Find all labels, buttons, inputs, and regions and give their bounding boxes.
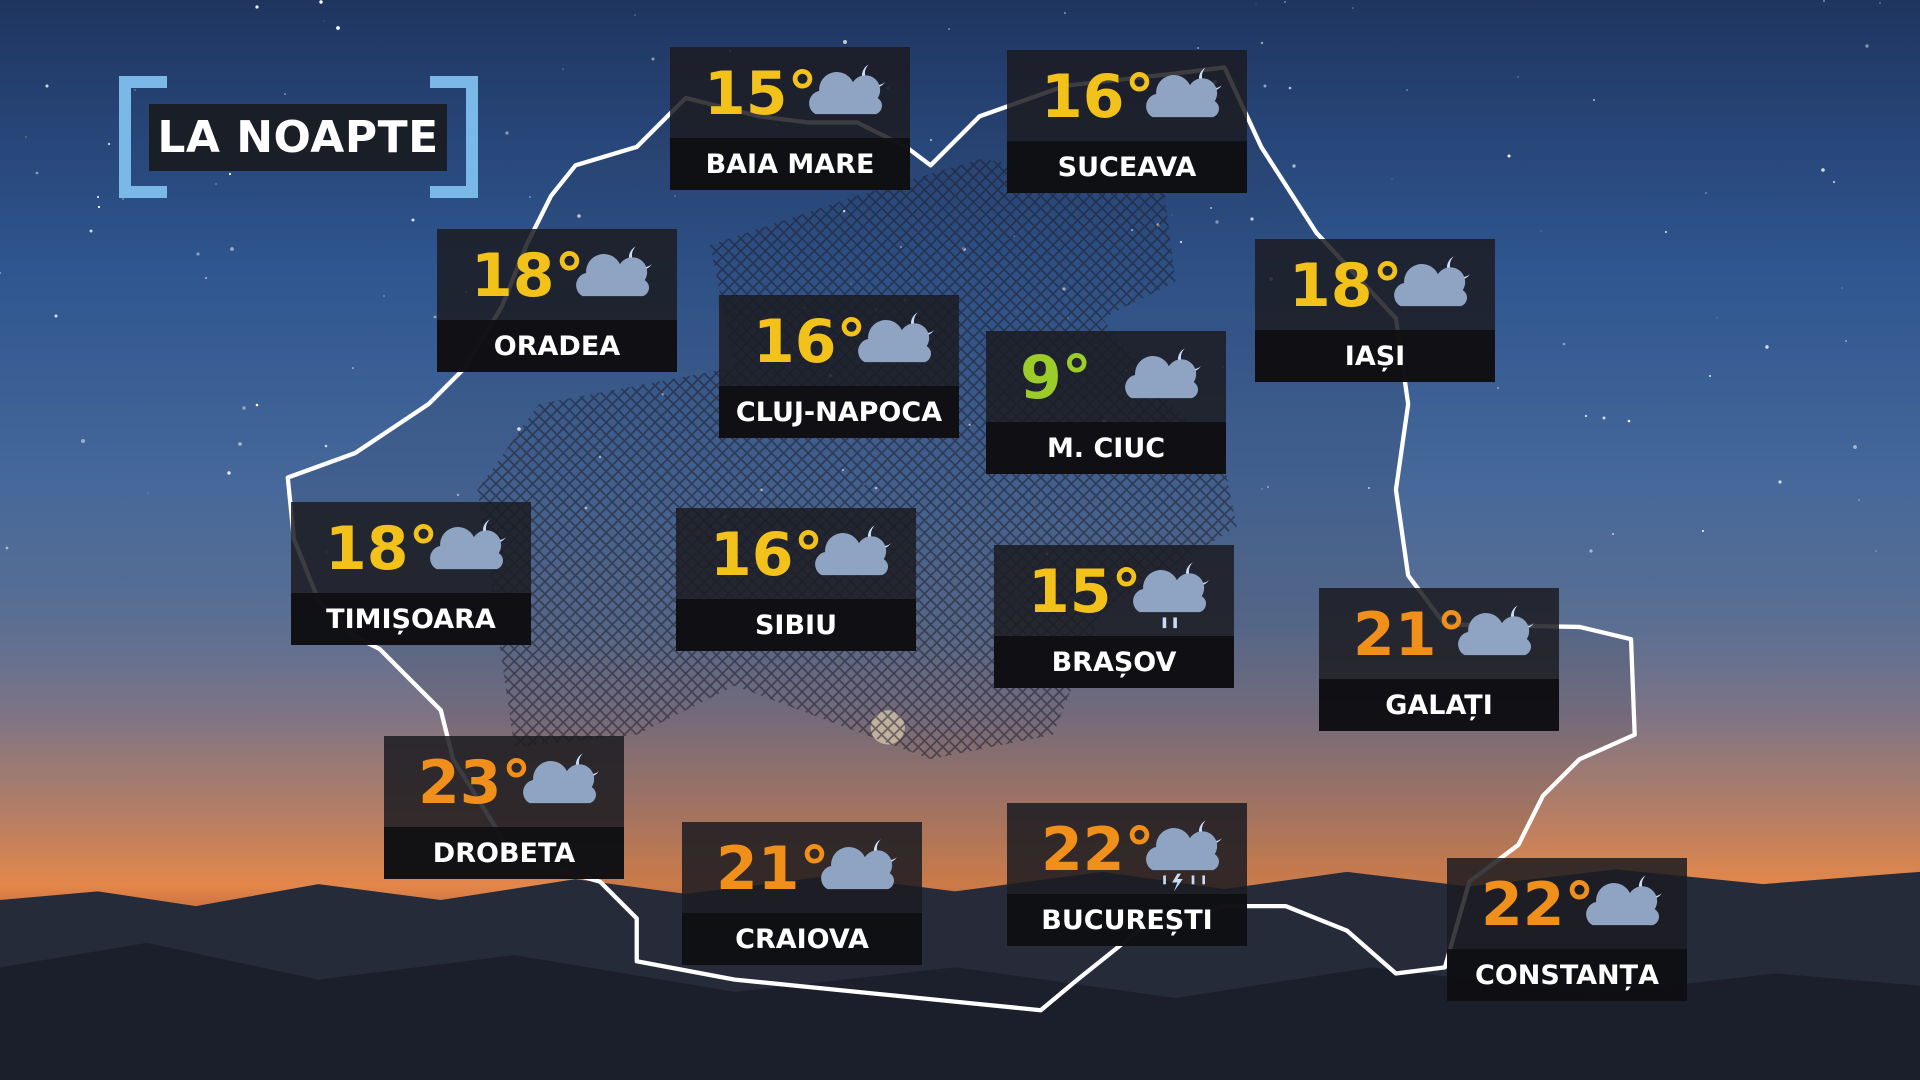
rain-moon-icon (1118, 557, 1218, 637)
cloud-moon-icon (1379, 251, 1479, 331)
title-badge: LA NOAPTE (119, 76, 478, 198)
city-name: CONSTANȚA (1447, 949, 1687, 1001)
city-name: ORADEA (437, 320, 677, 372)
thunderstorm-moon-icon (1131, 815, 1231, 895)
forecast-title: LA NOAPTE (149, 104, 447, 171)
city-card-iasi: 18° IAȘI (1255, 239, 1495, 382)
temperature: 18° (471, 241, 585, 311)
city-card-cluj-napoca: 16° CLUJ-NAPOCA (719, 295, 959, 438)
city-card-oradea: 18° ORADEA (437, 229, 677, 372)
cloud-moon-icon (508, 748, 608, 828)
city-name: M. CIUC (986, 422, 1226, 474)
city-card-brasov: 15° BRAȘOV (994, 545, 1234, 688)
cloud-moon-icon (1110, 343, 1210, 423)
city-name: BUCUREȘTI (1007, 894, 1247, 946)
temperature: 18° (325, 514, 439, 584)
temperature: 16° (1041, 62, 1155, 132)
cloud-moon-icon (1131, 62, 1231, 142)
city-name: TIMIȘOARA (291, 593, 531, 645)
city-name: BAIA MARE (670, 138, 910, 190)
city-name: SUCEAVA (1007, 141, 1247, 193)
temperature: 21° (1353, 600, 1467, 670)
temperature: 16° (710, 520, 824, 590)
city-card-galati: 21° GALAȚI (1319, 588, 1559, 731)
temperature: 9° (1020, 343, 1092, 413)
cloud-moon-icon (1443, 600, 1543, 680)
temperature: 23° (418, 748, 532, 818)
city-card-timisoara: 18° TIMIȘOARA (291, 502, 531, 645)
temperature: 16° (753, 307, 867, 377)
cloud-moon-icon (806, 834, 906, 914)
city-card-drobeta: 23° DROBETA (384, 736, 624, 879)
city-card-craiova: 21° CRAIOVA (682, 822, 922, 965)
temperature: 21° (716, 834, 830, 904)
city-name: SIBIU (676, 599, 916, 651)
city-card-baia-mare: 15° BAIA MARE (670, 47, 910, 190)
temperature: 22° (1041, 815, 1155, 885)
city-name: BRAȘOV (994, 636, 1234, 688)
cloud-moon-icon (415, 514, 515, 594)
temperature: 18° (1289, 251, 1403, 321)
cloud-moon-icon (794, 59, 894, 139)
city-card-sibiu: 16° SIBIU (676, 508, 916, 651)
city-card-constanta: 22° CONSTANȚA (1447, 858, 1687, 1001)
city-card-m-ciuc: 9° M. CIUC (986, 331, 1226, 474)
temperature: 15° (1028, 557, 1142, 627)
city-card-bucuresti: 22° BUCUREȘTI (1007, 803, 1247, 946)
city-name: CRAIOVA (682, 913, 922, 965)
cloud-moon-icon (561, 241, 661, 321)
left-bracket (119, 76, 167, 198)
cloud-moon-icon (843, 307, 943, 387)
city-name: IAȘI (1255, 330, 1495, 382)
cloud-moon-icon (1571, 870, 1671, 950)
cloud-moon-icon (800, 520, 900, 600)
right-bracket (430, 76, 478, 198)
city-card-suceava: 16° SUCEAVA (1007, 50, 1247, 193)
city-name: DROBETA (384, 827, 624, 879)
city-name: GALAȚI (1319, 679, 1559, 731)
city-name: CLUJ-NAPOCA (719, 386, 959, 438)
temperature: 15° (704, 59, 818, 129)
temperature: 22° (1481, 870, 1595, 940)
